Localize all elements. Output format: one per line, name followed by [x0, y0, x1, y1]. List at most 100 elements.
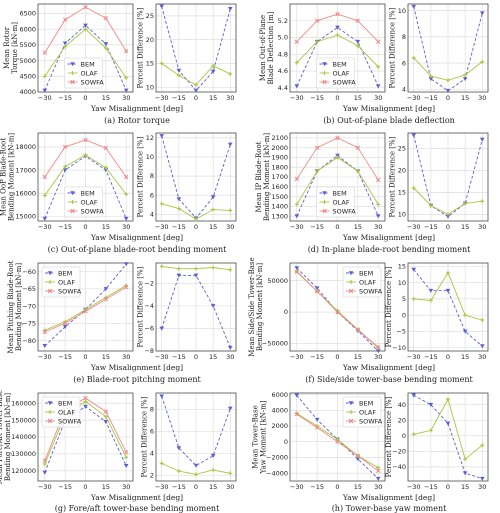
panel-g-mean-ylabel: Bending Moment [kN-m]	[4, 393, 12, 482]
panel-c-pct-ytick-label: 12	[146, 134, 154, 142]
panel-c-mean-point-sowfa	[103, 145, 109, 151]
panel-b-pct-xtick-label: 15	[461, 94, 469, 102]
panel-a-pct-xtick-label: 0	[194, 94, 198, 102]
panel-b-mean-xtick-label: 0	[335, 94, 339, 102]
panel-a-mean-legend-marker-bem	[70, 62, 75, 67]
panel-b-mean-ytick-label: 4.8	[278, 50, 288, 58]
panel-f-mean-frame	[289, 262, 386, 352]
panel-f-mean-legend-marker-bem	[348, 271, 354, 276]
panel-g-mean-xtick-label: 0	[83, 483, 87, 491]
panel-d-mean-ylabel: Mean IP Blade-Root	[255, 141, 263, 212]
panel-f-mean-point-sowfa	[335, 309, 340, 315]
panel-a-pct-ytick-label: 10	[146, 83, 154, 91]
panel-d-mean-legend-label-olaf: OLAF	[333, 198, 350, 206]
panel-g-mean-ylabel: Mean Fore/Aft Tower-Base	[0, 390, 4, 485]
panel-c-mean-point-sowfa	[83, 137, 88, 143]
panel-a-mean-xtick-label: 30	[122, 94, 130, 102]
panel-b-caption: (b) Out-of-plane blade deflection	[323, 116, 455, 125]
panel-f-mean-legend-label-sowfa: SOWFA	[359, 287, 383, 295]
panel-f-pct-point-olaf	[411, 296, 416, 301]
panel-h-mean-ytick-label: −4000	[266, 469, 288, 477]
panel-d-pct-xtick-label: −30	[407, 223, 421, 231]
panel-c-mean-point-olaf	[63, 164, 68, 169]
panel-e-pct-ytick-label: −4	[144, 302, 154, 310]
panel-c-mean-ytick-label: 18000	[15, 143, 36, 151]
panel-a-pct-xtick-label: −30	[155, 94, 169, 102]
panel-a-mean-point-olaf	[103, 46, 108, 50]
panel-a-mean-ytick-label: 4000	[19, 88, 36, 96]
panel-c-mean-legend-label-olaf: OLAF	[81, 198, 98, 206]
panel-h-mean-legend-marker-bem	[348, 401, 354, 406]
panel-d-pct-ytick-label: 20	[398, 167, 406, 175]
panel-c-mean-plot: −30 −15 0 15 30 15000 16000 17000 18000 Mean OoP …	[0, 133, 134, 231]
panel-c-pct-ytick-label: 8	[150, 172, 154, 180]
panel-g-pct-xtick-label: −30	[155, 483, 169, 491]
panel-e-mean-ytick-label: −75	[22, 320, 36, 328]
panel-f-mean-ylabel: Bending Moment [kN-m]	[256, 263, 264, 352]
panel-e-xlabel: Yaw Misalignment [deg]	[90, 363, 183, 372]
panel-e-mean-point-bem	[62, 325, 68, 330]
panel-c-mean-xtick-label: 30	[122, 223, 130, 231]
panel-d-pct-ytick-label: 25	[398, 145, 406, 153]
panel-g-pct-ytick-label: 6	[150, 428, 154, 436]
panel-d-mean-point-olaf	[315, 169, 320, 174]
panel-b-mean-point-olaf	[335, 33, 340, 38]
panel-b-mean-point-sowfa	[376, 39, 381, 44]
panel-a-mean-xtick-label: 0	[83, 94, 87, 102]
panel-g-mean-ytick-label: 130000	[11, 450, 36, 458]
panel-g-mean-point-sowfa	[83, 395, 88, 401]
panel-b-mean-xtick-label: 15	[354, 94, 362, 102]
panel-g-pct-point-olaf	[211, 468, 216, 472]
panel-g-mean-legend-marker-olaf	[48, 410, 52, 414]
panel-d-mean-frame	[289, 132, 386, 222]
panel-e-pct-xtick-label: 0	[194, 353, 198, 361]
panel-b-mean-point-sowfa	[294, 39, 299, 44]
panel-h-mean-ytick-label: 4000	[271, 406, 288, 414]
panel-e-mean-point-sowfa	[103, 297, 109, 302]
panel-d-pct-xtick-label: 0	[446, 223, 450, 231]
panel-f-pct-xtick-label: −15	[424, 353, 438, 361]
panel-c-mean-xtick-label: −30	[38, 223, 52, 231]
panel-c-mean-legend-marker-bem	[70, 191, 75, 196]
panel-f-pct-point-olaf	[428, 298, 433, 303]
panel-e-mean-point-bem	[42, 344, 48, 349]
panel-d-mean-point-bem	[375, 214, 381, 219]
panel-a-mean-series-bem-line	[44, 24, 127, 91]
panel-b-mean-legend-label-sowfa: SOWFA	[333, 78, 357, 86]
panel-f-pct-frame	[407, 262, 489, 352]
panel-b-mean-ylabel: Blade Deflection [m]	[267, 11, 275, 84]
panel-f-pct-ytick-label: −10	[392, 344, 406, 352]
panel-b-mean-ylabel: Mean Out-of-Plane	[259, 15, 267, 81]
panel-e-mean-xtick-label: −15	[58, 353, 72, 361]
panel-a-mean-legend-label-olaf: OLAF	[81, 69, 98, 77]
panel-b-mean-plot: −30 −15 0 15 30 4.4 4.6 4.8 5.0 5.2 Mean Out-of-Pl…	[259, 3, 386, 102]
panel-c-mean-legend-label-bem: BEM	[81, 189, 95, 197]
panel-a-pct-xtick-label: 30	[226, 94, 234, 102]
panel-d-mean-ytick-label: 1700	[271, 173, 288, 181]
panel-a-mean-xtick-label: −30	[38, 94, 52, 102]
panel-d-mean-point-bem	[294, 214, 300, 219]
panel-d-mean-point-sowfa	[376, 177, 381, 183]
panel-c-pct-xtick-label: 0	[194, 223, 198, 231]
panel-g-mean-point-sowfa	[42, 458, 47, 463]
panel-d-pct-xtick-label: 15	[461, 223, 469, 231]
panel-b-pct-ytick-label: 10	[398, 7, 406, 15]
panel-g-pct-point-olaf	[194, 472, 198, 477]
panel-h-mean-point-sowfa	[314, 425, 320, 430]
panel-c-mean-point-olaf	[83, 153, 88, 157]
panel-d-pct-ytick-label: 10	[398, 211, 406, 219]
panel-f-pct-ytick-label: 10	[398, 279, 406, 287]
panel-a-pct-point-olaf	[228, 71, 233, 76]
panel-d-pct-frame	[407, 132, 489, 222]
panel-d-mean-legend-marker-bem	[322, 191, 327, 196]
panel-h-pct-point-bem	[445, 421, 451, 426]
panel-c-pct-xtick-label: −30	[155, 223, 169, 231]
panel-f-mean-plot: −30 −15 0 15 30 −50000 0 50000 Mean Side/Side To…	[248, 257, 386, 361]
panel-d-mean-ytick-label: 2100	[271, 134, 288, 142]
panel-e-mean-legend-label-bem: BEM	[58, 269, 72, 277]
panel-d-pct-ytick-label: 15	[398, 189, 406, 197]
